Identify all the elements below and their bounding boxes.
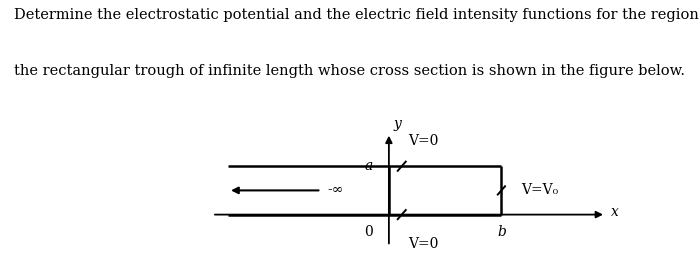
Text: b: b: [497, 225, 506, 239]
Text: 0: 0: [364, 225, 373, 239]
Text: V=0: V=0: [408, 134, 439, 148]
Text: y: y: [393, 117, 402, 131]
Text: a: a: [365, 159, 373, 173]
Text: the rectangular trough of infinite length whose cross section is shown in the fi: the rectangular trough of infinite lengt…: [14, 64, 685, 78]
Text: V=V₀: V=V₀: [521, 183, 558, 197]
Text: V=0: V=0: [408, 237, 439, 251]
Text: -∞: -∞: [328, 183, 344, 197]
Text: Determine the electrostatic potential and the electric field intensity functions: Determine the electrostatic potential an…: [14, 8, 700, 22]
Text: x: x: [610, 205, 619, 219]
